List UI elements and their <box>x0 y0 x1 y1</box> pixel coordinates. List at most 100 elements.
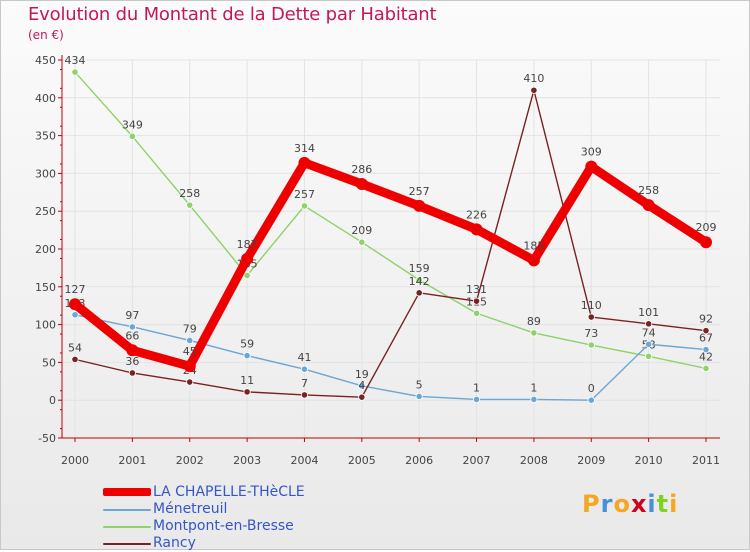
y-tick-label: 100 <box>35 319 56 332</box>
x-tick-label: 2007 <box>463 454 491 467</box>
data-point-montpont-en-bresse <box>186 201 194 209</box>
data-label-la-chapelle-th-cle: 309 <box>581 146 602 159</box>
data-point-m-netreuil <box>472 395 481 404</box>
data-label-la-chapelle-th-cle: 314 <box>294 142 315 155</box>
data-point-rancy <box>702 327 710 335</box>
data-label-la-chapelle-th-cle: 45 <box>183 345 197 358</box>
proxiti-logo: Proxiti <box>582 490 678 518</box>
data-point-montpont-en-bresse <box>587 341 595 349</box>
data-point-m-netreuil <box>358 382 366 390</box>
y-tick-label: 150 <box>35 281 56 294</box>
data-point-montpont-en-bresse <box>243 271 251 280</box>
data-point-m-netreuil <box>415 392 423 401</box>
y-tick-label: 450 <box>35 54 56 67</box>
legend-swatch <box>103 543 151 545</box>
data-point-rancy <box>587 313 595 321</box>
data-label-montpont-en-bresse: 42 <box>699 350 713 363</box>
data-label-rancy: 110 <box>581 299 602 312</box>
data-point-la-chapelle-th-cle <box>700 236 712 249</box>
x-tick-label: 2010 <box>635 454 663 467</box>
legend-label: Montpont-en-Bresse <box>153 518 294 534</box>
data-point-la-chapelle-th-cle <box>69 298 81 311</box>
data-point-montpont-en-bresse <box>300 202 309 210</box>
chart-title: Evolution du Montant de la Dette par Hab… <box>28 4 437 25</box>
data-point-rancy <box>243 388 251 396</box>
logo-letter: P <box>582 490 601 518</box>
data-label-la-chapelle-th-cle: 258 <box>638 184 659 197</box>
data-label-la-chapelle-th-cle: 185 <box>523 239 544 252</box>
data-label-m-netreuil: 0 <box>588 382 595 395</box>
legend-swatch <box>103 488 151 496</box>
x-tick-label: 2006 <box>405 454 433 467</box>
data-point-la-chapelle-th-cle <box>183 360 196 373</box>
data-point-m-netreuil <box>645 340 653 348</box>
data-label-rancy: 92 <box>699 313 713 326</box>
data-label-m-netreuil: 97 <box>125 309 139 322</box>
data-point-rancy <box>300 391 309 399</box>
x-tick-label: 2000 <box>61 454 89 467</box>
data-point-rancy <box>186 378 194 386</box>
series-line-la-chapelle-th-cle <box>70 158 711 371</box>
data-label-montpont-en-bresse: 257 <box>294 188 315 201</box>
data-point-m-netreuil <box>71 311 79 319</box>
logo-letter: o <box>613 490 631 518</box>
y-tick-label: -50 <box>38 432 56 445</box>
data-label-la-chapelle-th-cle: 187 <box>237 238 258 251</box>
data-label-m-netreuil: 1 <box>473 381 480 394</box>
data-label-m-netreuil: 59 <box>240 338 254 351</box>
data-point-rancy <box>358 393 366 401</box>
data-point-la-chapelle-th-cle <box>585 160 598 173</box>
data-point-rancy <box>128 369 136 377</box>
x-tick-label: 2008 <box>520 454 548 467</box>
y-tick-label: 0 <box>49 394 56 407</box>
legend-label: LA CHAPELLE-THèCLE <box>153 484 305 500</box>
y-tick-label: 200 <box>35 243 56 256</box>
legend-label: Ménetreuil <box>153 501 228 517</box>
logo-letter: x <box>630 490 648 518</box>
data-label-montpont-en-bresse: 89 <box>527 315 541 328</box>
data-label-la-chapelle-th-cle: 226 <box>466 208 487 221</box>
data-label-rancy: 4 <box>358 379 365 392</box>
data-point-montpont-en-bresse <box>472 309 481 317</box>
data-label-rancy: 54 <box>68 341 82 354</box>
data-point-montpont-en-bresse <box>702 364 710 373</box>
data-point-montpont-en-bresse <box>415 276 423 284</box>
data-point-rancy <box>645 320 653 328</box>
data-label-la-chapelle-th-cle: 127 <box>65 283 86 296</box>
data-label-rancy: 131 <box>466 283 487 296</box>
data-point-montpont-en-bresse <box>645 352 653 360</box>
data-point-la-chapelle-th-cle <box>527 254 540 267</box>
data-point-la-chapelle-th-cle <box>126 344 139 357</box>
x-tick-label: 2001 <box>118 454 146 467</box>
data-point-la-chapelle-th-cle <box>355 177 368 190</box>
data-point-la-chapelle-th-cle <box>241 252 254 265</box>
data-point-montpont-en-bresse <box>358 238 366 246</box>
data-label-rancy: 11 <box>240 374 254 387</box>
x-tick-label: 2005 <box>348 454 376 467</box>
data-label-m-netreuil: 19 <box>355 368 369 381</box>
data-point-la-chapelle-th-cle <box>470 223 483 236</box>
logo-letter: t <box>656 490 670 518</box>
logo-letter: i <box>647 490 657 518</box>
data-label-la-chapelle-th-cle: 286 <box>351 163 372 176</box>
data-label-la-chapelle-th-cle: 66 <box>125 329 139 342</box>
data-point-m-netreuil <box>702 345 710 354</box>
data-label-m-netreuil: 1 <box>530 381 537 394</box>
data-label-montpont-en-bresse: 349 <box>122 118 143 131</box>
unit-label: (en €) <box>28 28 64 42</box>
logo-letter: r <box>600 490 614 518</box>
data-label-montpont-en-bresse: 258 <box>179 187 200 200</box>
data-point-montpont-en-bresse <box>128 132 136 140</box>
data-point-rancy <box>472 297 481 305</box>
data-point-m-netreuil <box>128 323 136 331</box>
x-tick-label: 2009 <box>577 454 605 467</box>
data-point-rancy <box>530 86 538 94</box>
data-point-m-netreuil <box>243 351 251 360</box>
data-point-m-netreuil <box>587 396 595 404</box>
data-label-m-netreuil: 67 <box>699 332 713 345</box>
y-tick-label: 400 <box>35 92 56 105</box>
y-tick-label: 350 <box>35 130 56 143</box>
legend-label: Rancy <box>153 535 196 551</box>
data-label-rancy: 101 <box>638 306 659 319</box>
data-point-montpont-en-bresse <box>71 68 79 76</box>
